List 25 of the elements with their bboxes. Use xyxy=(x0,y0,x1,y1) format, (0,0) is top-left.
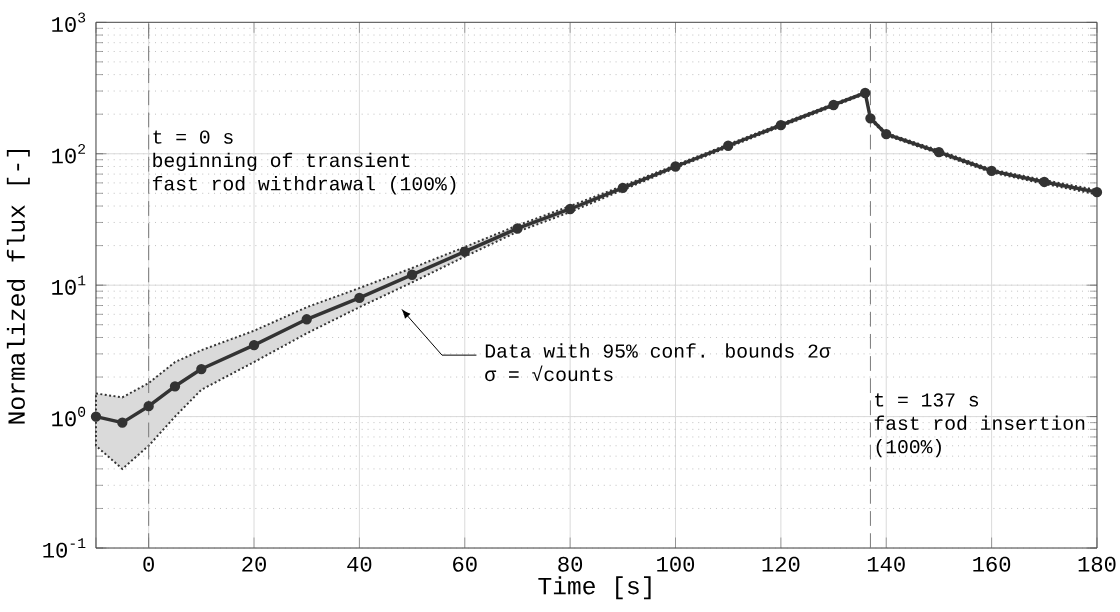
x-tick-label: 0 xyxy=(143,556,154,572)
y-tick-label: 10$^{0}$ xyxy=(52,406,86,427)
annotation: σ = √counts xyxy=(485,365,613,382)
annotation: fast rod insertion xyxy=(874,415,1085,431)
x-tick-label: 140 xyxy=(867,556,905,572)
ref-line-label: t = 0 s xyxy=(153,130,233,144)
y-tick-label: 10$^{-1}$ xyxy=(43,538,86,558)
annotation: (100%) xyxy=(876,438,941,458)
x-tick-label: 20 xyxy=(242,556,266,572)
x-tick-label: 160 xyxy=(973,556,1011,572)
annotation: beginning of transient xyxy=(153,152,410,172)
annotation: fast rod withdrawal (100%) xyxy=(152,176,456,195)
ref-line-label: t = 137 s xyxy=(875,393,979,407)
x-tick-label: 80 xyxy=(558,556,583,572)
annotation: Data with 95% conf. bounds 2σ xyxy=(485,343,831,358)
x-tick-label: 180 xyxy=(1078,556,1116,572)
x-tick-label: 100 xyxy=(657,556,695,572)
y-tick-label: 10$^{1}$ xyxy=(52,275,86,295)
y-tick-label: 10$^{2}$ xyxy=(52,143,86,164)
y-axis-title: Normalized flux [-] xyxy=(6,149,30,424)
x-tick-label: 40 xyxy=(347,556,372,572)
x-tick-label: 120 xyxy=(762,556,800,572)
x-axis-title: Time [s] xyxy=(538,576,651,600)
x-tick-label: 60 xyxy=(453,556,477,572)
y-tick-label: 10$^{3}$ xyxy=(52,12,86,33)
